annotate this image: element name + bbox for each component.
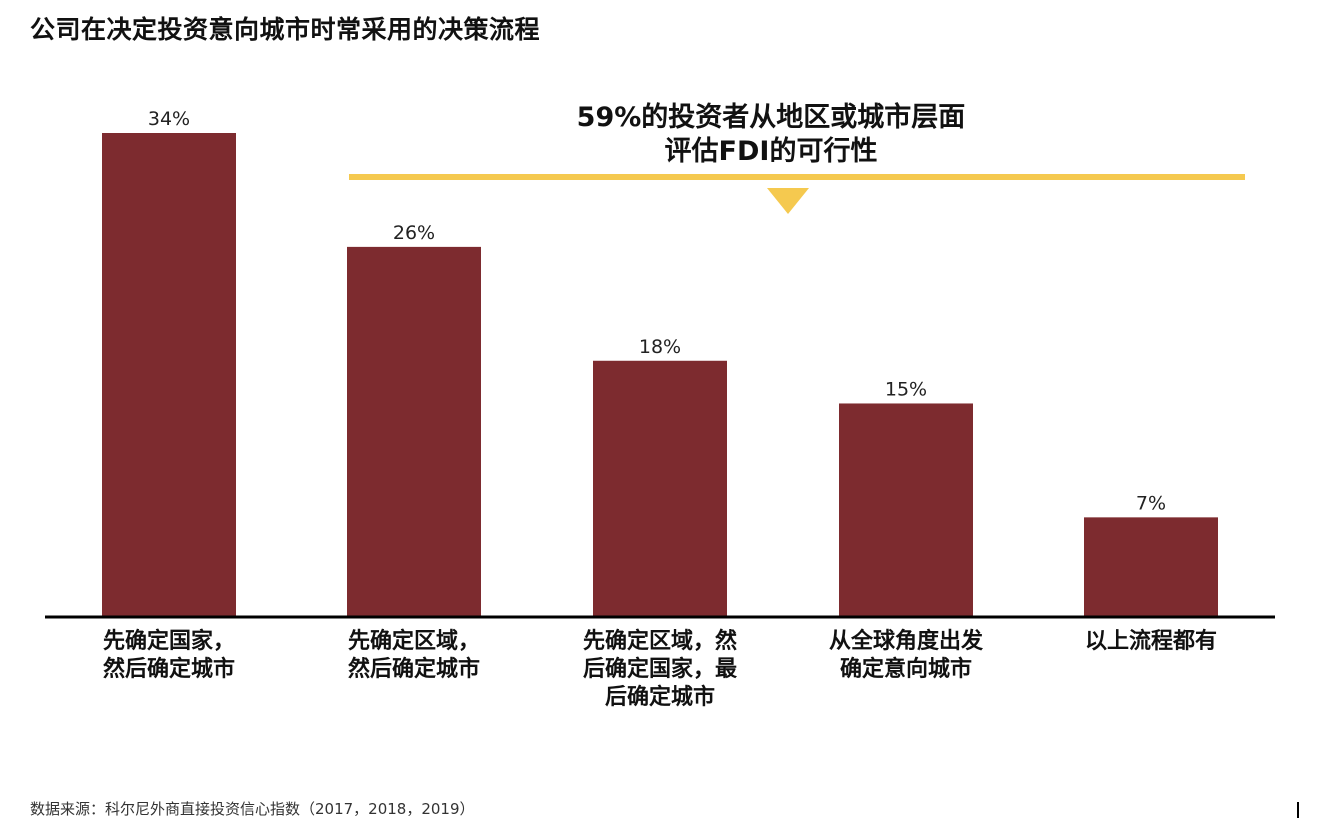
- value-label-3: 18%: [639, 336, 681, 358]
- bar-5: [1084, 517, 1218, 617]
- category-label-1: 先确定国家，然后确定城市: [103, 628, 235, 682]
- bars-group: [102, 133, 1218, 617]
- value-label-1: 34%: [148, 108, 190, 130]
- category-label-2: 先确定区域，然后确定城市: [348, 628, 480, 682]
- annotation-text-line-1: 59%的投资者从地区或城市层面: [577, 101, 966, 133]
- category-label-4: 从全球角度出发确定意向城市: [829, 628, 984, 682]
- category-label-5: 以上流程都有: [1085, 628, 1217, 654]
- value-label-5: 7%: [1136, 492, 1166, 514]
- bar-3: [593, 361, 727, 617]
- value-label-4: 15%: [885, 378, 927, 400]
- text-cursor-icon: [1297, 802, 1299, 818]
- annotation-text-line-2: 评估FDI的可行性: [665, 135, 878, 167]
- source-note: 数据来源：科尔尼外商直接投资信心指数（2017，2018，2019）: [30, 798, 475, 819]
- bar-2: [347, 247, 481, 617]
- annotation-arrow-icon: [767, 188, 809, 214]
- bar-4: [839, 403, 973, 617]
- annotation-group: 59%的投资者从地区或城市层面 评估FDI的可行性: [349, 101, 1245, 214]
- category-label-3: 先确定区域，然后确定国家，最后确定城市: [583, 628, 738, 710]
- value-label-2: 26%: [393, 222, 435, 244]
- bar-1: [102, 133, 236, 617]
- bar-chart: 34%26%18%15%7% 先确定国家，然后确定城市先确定区域，然后确定城市先…: [0, 0, 1338, 780]
- category-labels-group: 先确定国家，然后确定城市 先确定区域，然后确定城市 先确定区域，然后确定国家，最后确…: [103, 628, 1217, 710]
